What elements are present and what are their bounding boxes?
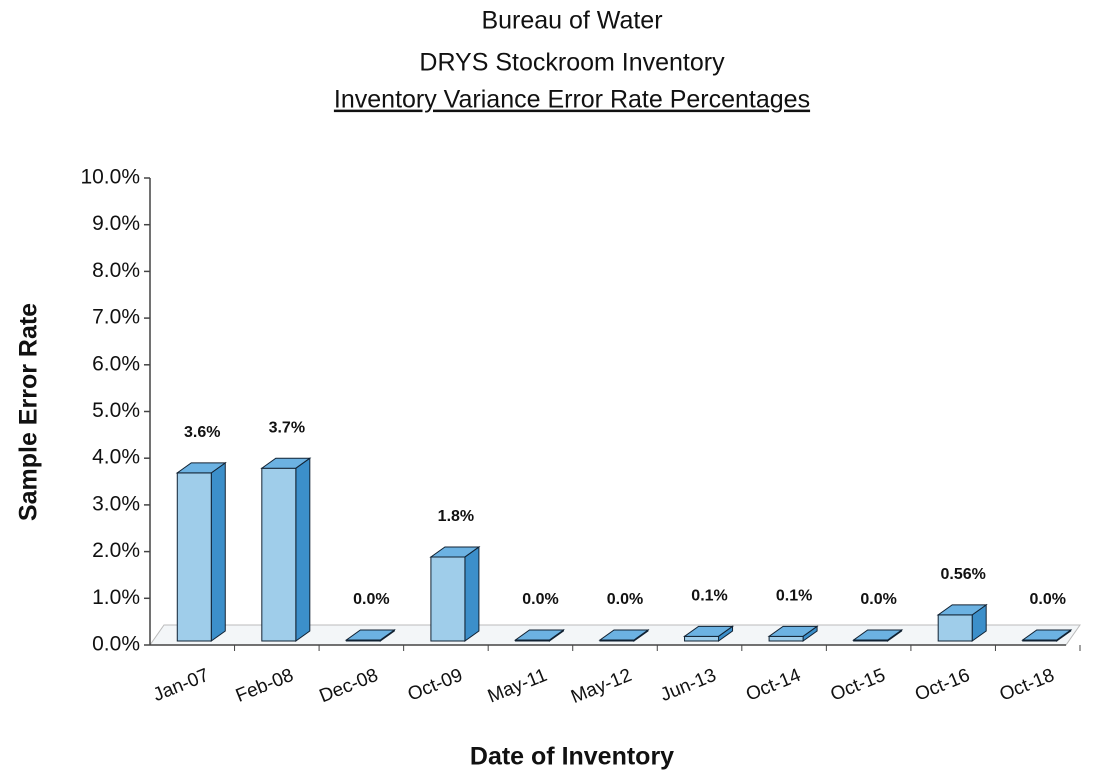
data-label: 0.0% xyxy=(522,591,558,608)
bar-top xyxy=(344,629,396,641)
bar xyxy=(430,556,466,642)
x-axis-title: Date of Inventory xyxy=(470,743,674,771)
bar-top xyxy=(852,629,904,641)
data-label: 0.0% xyxy=(860,591,896,608)
bar-side xyxy=(295,457,311,642)
bar-top xyxy=(175,462,227,474)
data-label: 0.0% xyxy=(607,591,643,608)
x-tick-label: Oct-16 xyxy=(912,665,973,706)
x-tick-label: Oct-15 xyxy=(828,665,889,706)
y-tick-label: 2.0% xyxy=(92,539,140,562)
y-tick-label: 5.0% xyxy=(92,399,140,422)
y-tick-label: 3.0% xyxy=(92,492,140,515)
y-axis-title: Sample Error Rate xyxy=(15,303,43,521)
x-tick-label: Oct-18 xyxy=(997,665,1058,706)
data-label: 1.8% xyxy=(438,508,474,525)
chart-title: Bureau of Water xyxy=(481,7,662,35)
x-tick-label: Oct-09 xyxy=(405,665,466,706)
y-tick-label: 8.0% xyxy=(92,259,140,282)
x-tick-label: Oct-14 xyxy=(743,665,804,706)
x-tick-label: May-12 xyxy=(568,665,635,708)
data-label: 0.1% xyxy=(776,588,812,605)
chart-subtitle: DRYS Stockroom Inventory xyxy=(419,49,725,77)
bar-top xyxy=(767,625,819,637)
bar-top xyxy=(513,629,566,641)
y-tick-label: 7.0% xyxy=(92,306,140,329)
chart-subtitle: Inventory Variance Error Rate Percentage… xyxy=(334,86,810,114)
x-tick-label: Dec-08 xyxy=(316,665,381,707)
x-tick-label: May-11 xyxy=(485,665,550,708)
y-tick-label: 1.0% xyxy=(92,586,140,609)
data-label: 3.7% xyxy=(269,419,305,436)
bar-top xyxy=(1021,629,1073,641)
data-label: 0.0% xyxy=(1029,591,1065,608)
y-tick-label: 4.0% xyxy=(92,446,140,469)
bar xyxy=(684,635,720,642)
bar xyxy=(261,467,297,642)
x-tick-label: Feb-08 xyxy=(233,665,297,707)
x-tick-label: Jun-13 xyxy=(658,665,720,706)
bar-top xyxy=(936,604,988,616)
x-tick-label: Jan-07 xyxy=(150,665,212,706)
y-tick-label: 9.0% xyxy=(92,212,140,235)
bar-top xyxy=(682,625,735,637)
bar-side xyxy=(464,545,480,642)
bar xyxy=(937,614,973,642)
bar xyxy=(768,635,804,642)
y-tick-label: 6.0% xyxy=(92,352,140,375)
data-label: 0.56% xyxy=(940,566,985,583)
data-label: 0.0% xyxy=(353,591,389,608)
data-label: 0.1% xyxy=(691,588,727,605)
bar-top xyxy=(429,546,481,558)
data-label: 3.6% xyxy=(184,424,220,441)
bar-top xyxy=(598,629,650,641)
y-tick-label: 10.0% xyxy=(80,166,140,189)
bar-top xyxy=(260,457,312,469)
y-tick-label: 0.0% xyxy=(92,633,140,656)
bar-side xyxy=(210,461,226,642)
bar xyxy=(176,472,212,642)
